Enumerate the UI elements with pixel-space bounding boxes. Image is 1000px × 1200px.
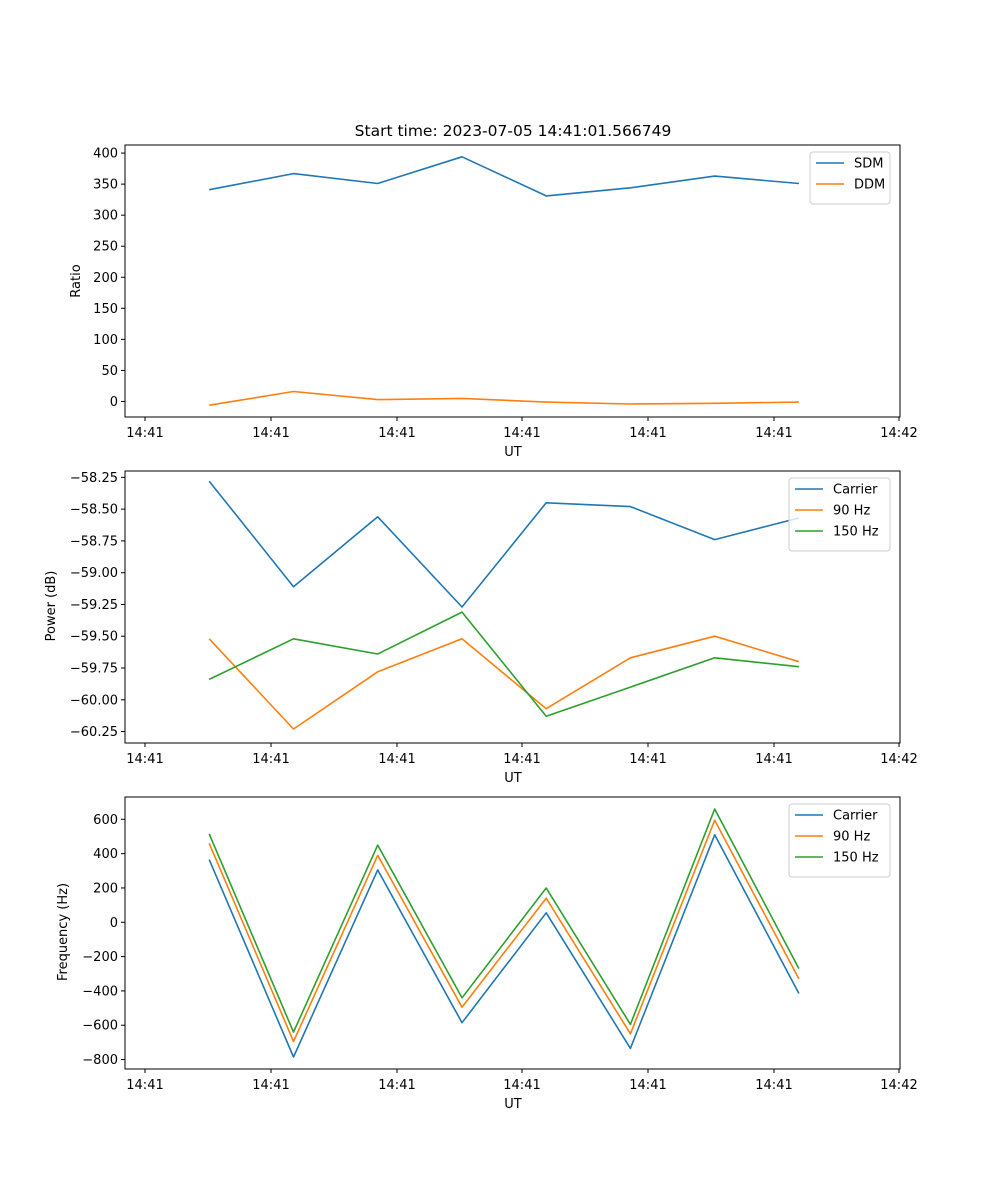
legend-label: 90 Hz <box>833 504 870 519</box>
x-tick-label: 14:42 <box>880 426 917 441</box>
x-tick-label: 14:41 <box>503 1078 540 1093</box>
x-tick-label: 14:41 <box>755 752 792 767</box>
x-tick-label: 14:41 <box>378 1078 415 1093</box>
x-tick-label: 14:41 <box>252 1078 289 1093</box>
legend: Carrier 90 Hz 150 Hz <box>788 803 891 878</box>
x-tick-label: 14:41 <box>252 426 289 441</box>
legend-label: Carrier <box>833 809 878 824</box>
y-tick-label: 200 <box>93 271 118 286</box>
x-tick-label: 14:41 <box>126 426 163 441</box>
y-tick-label: −59.25 <box>70 598 118 613</box>
series-line-90-hz <box>208 819 800 1043</box>
x-tick-label: 14:41 <box>629 752 666 767</box>
axes-frame <box>124 144 901 418</box>
axes-frame <box>124 796 901 1070</box>
y-tick-label: −800 <box>82 1053 118 1068</box>
series-line-90-hz <box>208 635 800 730</box>
y-tick-label: −60.00 <box>70 693 118 708</box>
x-tick-label: 14:41 <box>503 752 540 767</box>
y-tick-label: −58.25 <box>70 471 118 486</box>
frequency-panel: UT Frequency (Hz) −800 −600 −400 −200 0 200 40… <box>56 796 918 1112</box>
legend-label: 150 Hz <box>833 525 879 540</box>
legend: SDM DDM <box>809 151 891 205</box>
y-tick-label: −58.75 <box>70 534 118 549</box>
y-axis-label: Power (dB) <box>44 571 59 642</box>
chart-title: Start time: 2023-07-05 14:41:01.566749 <box>355 122 672 140</box>
legend-label: SDM <box>854 157 883 172</box>
y-tick-label: −58.50 <box>70 503 118 518</box>
x-tick-label: 14:41 <box>755 426 792 441</box>
y-tick-label: 400 <box>93 847 118 862</box>
x-tick-label: 14:42 <box>880 1078 917 1093</box>
y-axis-label: Frequency (Hz) <box>56 883 71 981</box>
series-line-150-hz <box>208 611 799 718</box>
ratio-panel: Start time: 2023-07-05 14:41:01.566749 U… <box>69 122 918 460</box>
y-tick-label: 50 <box>101 364 118 379</box>
x-axis-label: UT <box>504 1097 522 1112</box>
y-tick-label: 400 <box>93 147 118 162</box>
y-tick-label: 300 <box>93 209 118 224</box>
y-tick-label: 150 <box>93 302 118 317</box>
y-tick-label: 600 <box>93 813 118 828</box>
y-tick-label: −60.25 <box>70 725 118 740</box>
x-tick-label: 14:41 <box>755 1078 792 1093</box>
series-line-150-hz <box>208 808 800 1033</box>
y-tick-label: 250 <box>93 240 118 255</box>
y-tick-label: 100 <box>93 333 118 348</box>
series-line-carrier <box>208 480 800 608</box>
x-tick-label: 14:41 <box>629 1078 666 1093</box>
y-tick-label: −600 <box>82 1019 118 1034</box>
legend-frame <box>788 477 891 552</box>
legend-label: 150 Hz <box>833 851 879 866</box>
legend-label: 90 Hz <box>833 830 870 845</box>
y-tick-label: 0 <box>110 916 118 931</box>
x-tick-label: 14:41 <box>252 752 289 767</box>
x-tick-label: 14:41 <box>378 426 415 441</box>
x-axis-label: UT <box>504 771 522 786</box>
x-axis-label: UT <box>504 445 522 460</box>
series-line-ddm <box>209 390 799 406</box>
series-line-carrier <box>208 833 800 1058</box>
y-tick-label: −200 <box>82 950 118 965</box>
y-tick-label: −400 <box>82 984 118 999</box>
x-tick-label: 14:41 <box>126 752 163 767</box>
legend-frame <box>809 151 891 205</box>
x-tick-label: 14:41 <box>629 426 666 441</box>
y-tick-label: 0 <box>110 395 118 410</box>
x-tick-label: 14:41 <box>503 426 540 441</box>
legend-label: Carrier <box>833 483 878 498</box>
y-tick-label: −59.00 <box>70 566 118 581</box>
series-line-sdm <box>209 156 799 197</box>
x-tick-label: 14:42 <box>880 752 917 767</box>
legend-label: DDM <box>854 178 885 193</box>
x-tick-label: 14:41 <box>126 1078 163 1093</box>
power-panel: UT Power (dB) −60.25 −60.00 −59.75 −59.50 −5… <box>44 470 918 786</box>
y-tick-label: 200 <box>93 881 118 896</box>
axes-frame <box>124 470 901 744</box>
legend-frame <box>788 803 891 878</box>
y-tick-label: −59.50 <box>70 630 118 645</box>
legend: Carrier 90 Hz 150 Hz <box>788 477 891 552</box>
y-tick-label: 350 <box>93 178 118 193</box>
y-axis-label: Ratio <box>69 264 84 297</box>
y-tick-label: −59.75 <box>70 662 118 677</box>
x-tick-label: 14:41 <box>378 752 415 767</box>
